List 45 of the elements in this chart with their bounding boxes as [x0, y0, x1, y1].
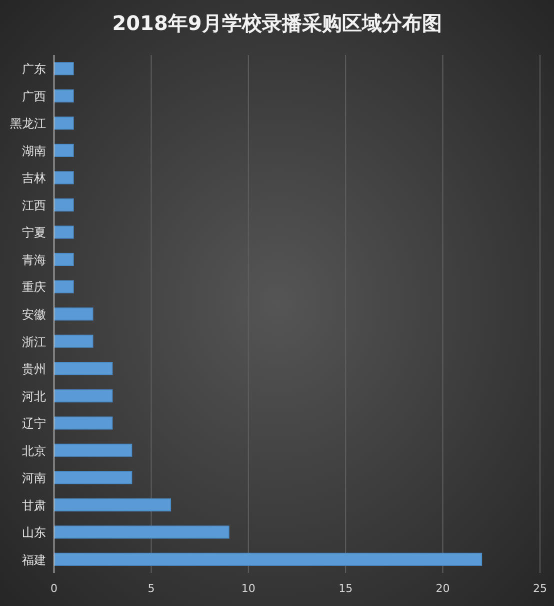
y-tick-label: 广西 [22, 89, 46, 104]
bar [54, 62, 74, 76]
bar [54, 471, 132, 484]
y-tick-label: 黑龙江 [10, 116, 46, 131]
y-tick-label: 河南 [22, 471, 46, 486]
x-tick-label: 10 [241, 582, 256, 595]
y-tick-label: 吉林 [22, 171, 46, 186]
bar [54, 116, 74, 130]
bar [54, 144, 74, 157]
x-tick-label: 15 [338, 582, 353, 595]
bar [54, 334, 94, 348]
y-tick-label: 安徽 [22, 308, 46, 322]
y-tick-label: 青海 [22, 252, 46, 267]
bar [54, 226, 74, 239]
bar [54, 171, 74, 184]
y-tick-label: 重庆 [22, 280, 46, 294]
bar [54, 89, 74, 102]
bar [54, 498, 172, 512]
bar [54, 362, 113, 376]
y-tick-label: 北京 [22, 444, 46, 458]
chart-title: 2018年9月学校录播采购区域分布图 [112, 11, 442, 35]
y-tick-label: 山东 [22, 526, 46, 540]
bar [54, 198, 74, 212]
y-tick-label: 广东 [22, 62, 46, 76]
x-tick-label: 25 [533, 582, 547, 595]
x-tick-label: 0 [50, 582, 58, 595]
bar [54, 389, 113, 402]
bar [54, 280, 74, 294]
x-tick-label: 20 [436, 582, 450, 595]
y-tick-label: 甘肃 [22, 498, 46, 512]
y-tick-label: 辽宁 [22, 416, 46, 431]
y-tick-label: 江西 [22, 198, 46, 212]
y-tick-label: 宁夏 [22, 226, 46, 240]
y-tick-label: 福建 [22, 552, 46, 567]
bar [54, 307, 94, 321]
bar [54, 252, 74, 266]
y-tick-label: 河北 [22, 389, 46, 404]
bar [54, 416, 113, 430]
bar [54, 552, 482, 566]
x-tick-label: 5 [148, 582, 155, 595]
y-tick-label: 浙江 [22, 334, 46, 349]
bar [54, 526, 230, 539]
bar [54, 444, 132, 457]
y-tick-label: 贵州 [22, 362, 46, 376]
y-tick-label: 湖南 [22, 144, 46, 158]
